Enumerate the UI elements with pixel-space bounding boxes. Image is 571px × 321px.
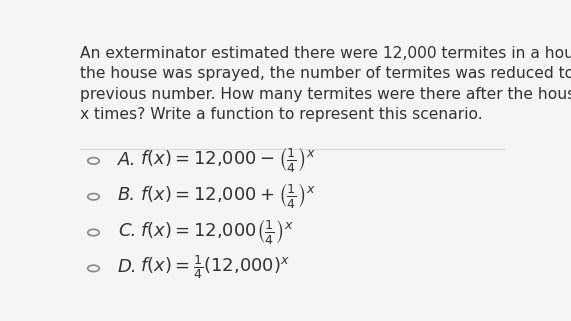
- Text: An exterminator estimated there were 12,000 termites in a house. Each time: An exterminator estimated there were 12,…: [80, 46, 571, 61]
- Text: B.: B.: [118, 187, 136, 204]
- Text: $f(x) = 12{,}000\left(\frac{1}{4}\right)^x$: $f(x) = 12{,}000\left(\frac{1}{4}\right)…: [140, 217, 293, 246]
- Text: previous number. How many termites were there after the house was sprayed: previous number. How many termites were …: [80, 87, 571, 102]
- Text: $f(x) = 12{,}000 - \left(\frac{1}{4}\right)^x$: $f(x) = 12{,}000 - \left(\frac{1}{4}\rig…: [140, 145, 316, 174]
- Text: D.: D.: [118, 258, 138, 276]
- Text: A.: A.: [118, 151, 136, 169]
- Text: $f(x) = \frac{1}{4}(12{,}000)^x$: $f(x) = \frac{1}{4}(12{,}000)^x$: [140, 253, 290, 281]
- Text: C.: C.: [118, 222, 136, 240]
- Text: $f(x) = 12{,}000 + \left(\frac{1}{4}\right)^x$: $f(x) = 12{,}000 + \left(\frac{1}{4}\rig…: [140, 181, 316, 210]
- Text: the house was sprayed, the number of termites was reduced to one-fourth the: the house was sprayed, the number of ter…: [80, 66, 571, 82]
- Text: x times? Write a function to represent this scenario.: x times? Write a function to represent t…: [80, 108, 483, 123]
